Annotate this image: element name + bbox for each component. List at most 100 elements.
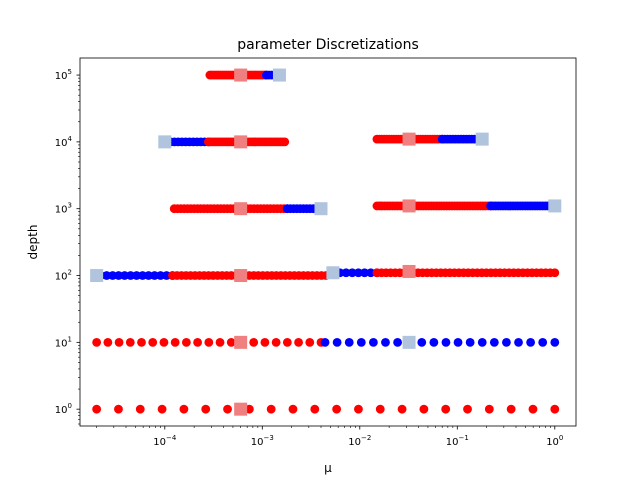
data-point	[271, 337, 281, 347]
data-point	[375, 404, 385, 414]
data-point	[157, 404, 167, 414]
data-point	[429, 337, 439, 347]
data-point	[125, 337, 135, 347]
data-point	[477, 337, 487, 347]
x-tick-label: 10−1	[446, 434, 469, 448]
data-point	[148, 337, 158, 347]
square-marker	[234, 402, 248, 416]
data-point	[465, 337, 475, 347]
data-point	[344, 337, 354, 347]
square-marker	[314, 202, 328, 216]
y-tick-label: 100	[55, 402, 72, 416]
data-point	[366, 268, 376, 278]
data-point	[288, 404, 298, 414]
data-point	[354, 404, 363, 414]
data-point	[332, 404, 342, 414]
data-point	[249, 337, 259, 347]
x-axis: 10−4 10−3 10−2 10−1 100	[96, 426, 563, 448]
x-tick-label: 10−2	[348, 434, 371, 448]
y-tick-label: 104	[55, 135, 73, 149]
data-point	[215, 337, 225, 347]
square-marker	[234, 335, 248, 349]
data-point	[369, 337, 378, 347]
data-point	[463, 404, 472, 414]
y-axis: 100 101 102 103 104 105	[55, 68, 80, 425]
square-marker	[234, 202, 248, 216]
square-marker	[402, 132, 416, 146]
square-marker	[234, 68, 248, 82]
data-point	[354, 268, 363, 278]
square-marker	[326, 266, 340, 280]
data-point	[92, 404, 102, 414]
data-point	[393, 337, 402, 347]
y-tick-label: 102	[55, 269, 72, 283]
data-point	[179, 404, 189, 414]
data-point	[381, 337, 390, 347]
data-point	[170, 337, 180, 347]
data-point	[135, 404, 145, 414]
x-axis-label: μ	[324, 461, 332, 475]
data-point	[502, 337, 511, 347]
data-point	[260, 337, 270, 347]
data-point	[347, 268, 357, 278]
chart-title: parameter Discretizations	[237, 37, 419, 53]
data-point	[550, 337, 560, 347]
data-point	[526, 337, 536, 347]
data-point	[305, 337, 315, 347]
data-point	[223, 404, 232, 414]
data-point	[266, 404, 276, 414]
axes-frame	[79, 57, 577, 427]
data-point	[538, 337, 548, 347]
data-point	[294, 337, 303, 347]
x-tick-label: 10−3	[251, 434, 274, 448]
data-point	[103, 337, 113, 347]
data-point	[201, 404, 211, 414]
data-point	[320, 337, 330, 347]
square-marker	[234, 269, 248, 283]
square-marker	[402, 335, 416, 349]
y-tick-label: 101	[55, 335, 72, 349]
data-point	[360, 268, 369, 278]
data-point	[550, 404, 560, 414]
square-marker	[234, 135, 248, 149]
data-point	[114, 337, 124, 347]
plot-area	[90, 68, 562, 416]
data-point	[441, 404, 451, 414]
square-marker	[90, 269, 104, 283]
data-point	[489, 337, 499, 347]
square-marker	[548, 199, 562, 213]
data-point	[506, 404, 516, 414]
data-point	[137, 337, 146, 347]
x-tick-label: 10−4	[153, 434, 177, 448]
data-point	[528, 404, 538, 414]
data-point	[204, 337, 214, 347]
data-point	[280, 137, 290, 147]
data-point	[441, 337, 451, 347]
data-point	[92, 337, 102, 347]
y-tick-label: 105	[55, 68, 72, 82]
data-point	[282, 337, 292, 347]
data-point	[514, 337, 523, 347]
data-point	[417, 337, 427, 347]
data-point	[550, 268, 560, 278]
y-axis-label: depth	[26, 225, 40, 260]
square-marker	[402, 264, 416, 278]
y-tick-label: 103	[55, 202, 72, 216]
data-point	[419, 404, 429, 414]
data-point	[332, 337, 342, 347]
data-point	[484, 404, 494, 414]
data-point	[310, 404, 320, 414]
square-marker	[158, 135, 172, 149]
data-point	[226, 337, 236, 347]
data-point	[181, 337, 191, 347]
square-marker	[272, 68, 286, 82]
data-point	[397, 404, 407, 414]
data-point	[159, 337, 169, 347]
data-point	[341, 268, 351, 278]
data-point	[193, 337, 203, 347]
square-marker	[402, 199, 416, 213]
data-point	[114, 404, 123, 414]
x-tick-label: 100	[546, 434, 563, 448]
